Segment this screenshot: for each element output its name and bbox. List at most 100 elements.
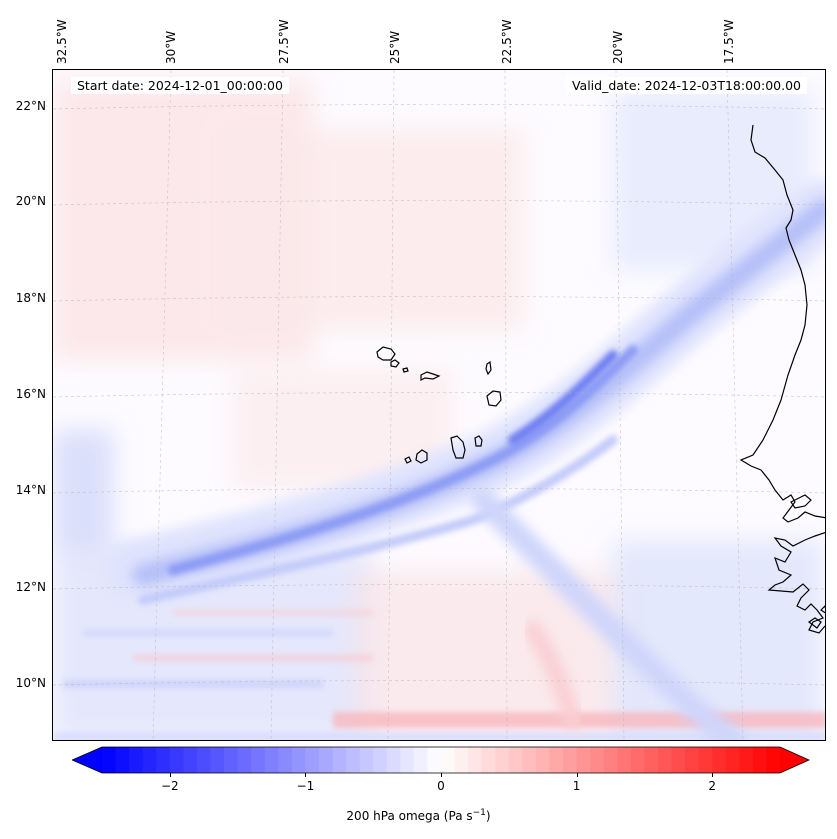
colorbar-cell (373, 747, 388, 773)
jet-secondary-band (138, 435, 618, 605)
lon-label-22-5w: 22.5°W (500, 19, 514, 64)
colorbar-cell (156, 747, 171, 773)
blue-patch-west (53, 430, 113, 550)
lon-label-17-5w: 17.5°W (722, 19, 736, 64)
island-sao-vicente (390, 359, 400, 368)
colorbar-cell (549, 747, 564, 773)
colorbar-cell (685, 747, 700, 773)
colorbar-tick-label: 2 (708, 779, 716, 793)
coast-bissagos-1 (807, 617, 822, 629)
colorbar-label: 200 hPa omega (Pa s−1) (0, 808, 837, 823)
colorbar-cell (766, 747, 781, 773)
colorbar-tick-mark (576, 773, 578, 777)
coast-gambia (790, 494, 812, 509)
coast-africa-lower (767, 532, 825, 634)
colorbar-cell (359, 747, 374, 773)
blue-band-bottom (53, 732, 825, 740)
colorbar-cell (671, 747, 686, 773)
colorbar-cell (535, 747, 551, 773)
colorbar-cell (318, 747, 334, 773)
colorbar-cell (468, 747, 483, 773)
omega-field-map (53, 70, 825, 740)
colorbar-cell (332, 747, 347, 773)
lat-label-20n: 20°N (15, 194, 46, 208)
colorbar-cell (508, 747, 523, 773)
jet-southward-branch (471, 488, 745, 740)
map-panel: Start date: 2024-12-01_00:00:00 Valid_da… (52, 69, 826, 741)
lon-label-32-5w: 32.5°W (55, 19, 69, 64)
lat-label-10n: 10°N (15, 676, 46, 690)
colorbar-extend-min (72, 747, 102, 773)
colorbar-cell (413, 747, 429, 773)
colorbar-cell (712, 747, 727, 773)
colorbar-cell (481, 747, 496, 773)
jet-core-max (508, 350, 618, 445)
colorbar-tick-label: 1 (572, 779, 581, 793)
colorbar-cell (129, 747, 144, 773)
island-santo-antao (376, 346, 396, 361)
lon-label-25w: 25°W (388, 30, 402, 64)
lat-label-22n: 22°N (15, 99, 46, 113)
lat-label-16n: 16°N (15, 387, 46, 401)
island-fogo (415, 449, 428, 464)
colorbar-cell (251, 747, 266, 773)
lat-label-12n: 12°N (15, 580, 46, 594)
colorbar-label-text: 200 hPa omega (Pa s (346, 809, 473, 823)
colorbar-tick-mark (712, 773, 714, 777)
colorbar-tick-mark (305, 773, 307, 777)
colorbar-cell (454, 747, 469, 773)
colorbar-tick-mark (441, 773, 442, 777)
island-boa-vista (486, 390, 502, 407)
colorbar-cells (72, 747, 809, 773)
jet-core (168, 345, 638, 575)
colorbar-cell (305, 747, 320, 773)
lat-label-14n: 14°N (15, 483, 46, 497)
colorbar-outline (72, 746, 810, 774)
gridline-lon-20 (615, 70, 625, 740)
gridline-lat-22 (53, 104, 825, 110)
coast-africa (739, 124, 825, 523)
colorbar-cell (563, 747, 578, 773)
gridline-lat-12 (53, 584, 825, 590)
colorbar-cell (739, 747, 754, 773)
start-date-label: Start date: 2024-12-01_00:00:00 (71, 77, 289, 94)
colorbar-cell (441, 747, 456, 773)
lon-label-27-5w: 27.5°W (277, 19, 291, 64)
colorbar-cell (752, 747, 768, 773)
blue-patch-southeast (613, 540, 823, 740)
pink-streak-1 (133, 655, 373, 661)
gridline-lat-18 (53, 296, 825, 302)
colorbar-cell (196, 747, 212, 773)
lon-label-20w: 20°W (611, 30, 625, 64)
gridline-lon-27-5 (270, 70, 284, 740)
colorbar-cell (169, 747, 184, 773)
gridline-lat-10 (53, 680, 825, 686)
colorbar-cell (237, 747, 252, 773)
colorbar-cell (115, 747, 130, 773)
gridline-lat-20 (53, 200, 825, 206)
colorbar-cell (698, 747, 713, 773)
gridline-lat-14 (53, 488, 825, 494)
colorbar-extend-max (780, 747, 809, 773)
colorbar-tick-label: −1 (296, 779, 315, 793)
pink-branch-south (524, 621, 582, 729)
valid-date-label: Valid_date: 2024-12-03T18:00:00.00 (565, 77, 807, 94)
colorbar-cell (630, 747, 645, 773)
colorbar-cell (224, 747, 239, 773)
colorbar-cell (576, 747, 591, 773)
island-sal (485, 360, 492, 376)
island-santa-luzia (402, 367, 409, 373)
colorbar-label-close: ) (485, 809, 491, 823)
island-maio (474, 435, 483, 447)
colorbar-cell (725, 747, 740, 773)
colorbar-cell (644, 747, 659, 773)
lat-label-18n: 18°N (15, 291, 46, 305)
colorbar-cell (590, 747, 605, 773)
lon-label-30w: 30°W (164, 30, 178, 64)
colorbar-tick-mark (169, 773, 171, 777)
blue-streak-2 (83, 630, 333, 636)
colorbar-cell (183, 747, 198, 773)
gridlines (53, 70, 825, 740)
colorbar-cell (210, 747, 225, 773)
island-brava (404, 456, 412, 464)
